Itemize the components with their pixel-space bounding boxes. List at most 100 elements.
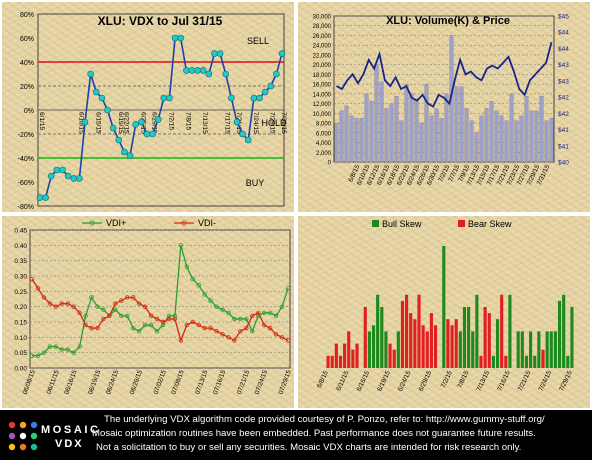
vdx-point	[188, 67, 196, 74]
data-point	[244, 325, 249, 331]
bear-skew-bar	[334, 343, 338, 368]
y-tick-label: 0.20	[14, 304, 27, 311]
data-point	[77, 344, 82, 349]
volume-bar	[339, 110, 344, 163]
data-point	[261, 322, 267, 328]
data-point	[113, 301, 118, 306]
vdx-point	[244, 136, 252, 144]
volume-bar	[444, 93, 449, 163]
data-point	[172, 316, 178, 322]
data-point	[125, 295, 130, 300]
x-tick-label: 06/29/15	[129, 369, 144, 396]
y-tick-label: 0%	[24, 108, 34, 115]
vdx-point	[233, 118, 241, 126]
y-left-tick-label: 12,000	[313, 102, 332, 108]
y-left-tick-label: 20,000	[313, 63, 332, 69]
y-left-tick-label: 2,000	[316, 151, 332, 157]
y-tick-label: -60%	[18, 180, 34, 187]
vdx-chart-panel: -80% -60% -40% -20% 0% 20% 40% 60% 80% SELL HOLD BU…	[0, 0, 296, 214]
volume-bar	[524, 96, 529, 163]
legend-marker	[89, 220, 95, 226]
x-tick-label: 6/19/15	[117, 112, 124, 134]
vdx-point	[53, 166, 61, 174]
vdx-point	[121, 148, 128, 156]
data-point	[47, 301, 53, 306]
data-point	[89, 295, 94, 300]
x-tick-label: 7/2/15	[440, 370, 454, 390]
vdx-point	[64, 172, 72, 180]
y-right-tick-label: $40	[558, 160, 569, 167]
data-point	[256, 310, 261, 315]
chart-title: XLU: Volume(K) & Price	[386, 15, 510, 27]
y-tick-label: 0.00	[14, 366, 27, 373]
vdx-point	[70, 175, 78, 182]
data-point	[35, 353, 41, 358]
y-tick-label: 0.15	[14, 320, 27, 327]
vdx-point	[104, 106, 111, 114]
footer-line-1: The underlying VDX algorithm code provid…	[104, 414, 545, 425]
vdx-point	[109, 124, 117, 132]
bear-skew-bar	[541, 349, 545, 368]
volume-bar	[539, 96, 544, 163]
mosaic-logo-icon	[8, 421, 38, 451]
x-tick-label: 07/08/15	[170, 369, 185, 396]
legend-label: VDI+	[106, 218, 126, 228]
bear-skew-bar	[433, 325, 438, 368]
vdx-point	[250, 94, 258, 102]
vdx-point	[138, 118, 145, 126]
vdx-point	[228, 94, 235, 102]
y-right-tick-label: $44	[558, 46, 569, 53]
y-tick-label: 0.40	[14, 243, 27, 250]
vdx-point	[126, 152, 134, 159]
bear-skew-bar	[417, 294, 421, 368]
y-left-tick-label: 26,000	[313, 34, 332, 40]
x-tick-label: 7/13/15	[476, 370, 492, 393]
volume-bar	[514, 120, 519, 163]
bull-skew-bar	[520, 331, 524, 368]
bull-skew-bar	[537, 331, 541, 368]
bear-skew-bar	[409, 313, 413, 368]
vdx-point	[132, 121, 139, 128]
volume-bar	[384, 108, 389, 163]
y-right-tick-label: $41	[558, 143, 569, 150]
volume-bar	[479, 115, 484, 163]
y-right-tick-label: $45	[558, 14, 569, 21]
bear-skew-bar	[400, 300, 405, 368]
data-point	[83, 322, 88, 328]
bull-skew-bar	[566, 355, 570, 368]
data-point	[196, 322, 201, 328]
bull-skew-bar	[396, 331, 400, 368]
y-left-tick-label: 18,000	[313, 73, 332, 79]
series-line-vdi-plus	[32, 245, 289, 357]
bull-skew-bar	[367, 331, 371, 368]
y-tick-label: 40%	[20, 60, 34, 67]
volume-bar	[519, 115, 524, 163]
data-point	[178, 243, 184, 248]
data-point	[273, 313, 279, 319]
data-point	[53, 344, 59, 349]
data-point	[160, 319, 166, 325]
bull-skew-bar	[570, 307, 574, 368]
hold-label: HOLD	[261, 118, 287, 128]
y-left-tick-label: 0	[328, 161, 332, 167]
data-point	[142, 304, 148, 309]
data-point	[47, 344, 53, 349]
x-tick-label: 07/21/15	[236, 369, 251, 396]
data-point	[285, 338, 291, 343]
logo-subtitle: VDX	[55, 438, 84, 450]
x-tick-label: 6/22/15	[122, 112, 129, 134]
x-tick-label: 06/19/15	[87, 369, 102, 396]
volume-bar	[364, 93, 369, 163]
data-point	[261, 310, 267, 315]
bear-skew-bar	[330, 355, 334, 368]
footer-line-2: Mosaic optimization routines have been e…	[92, 428, 536, 439]
volume-bar	[419, 122, 424, 163]
data-point	[226, 335, 231, 340]
vdx-point	[205, 70, 213, 78]
data-point	[136, 301, 142, 306]
x-tick-label: 7/31/15	[280, 112, 287, 134]
vdx-point	[143, 130, 151, 138]
vdx-point	[36, 194, 44, 201]
data-point	[148, 322, 154, 328]
